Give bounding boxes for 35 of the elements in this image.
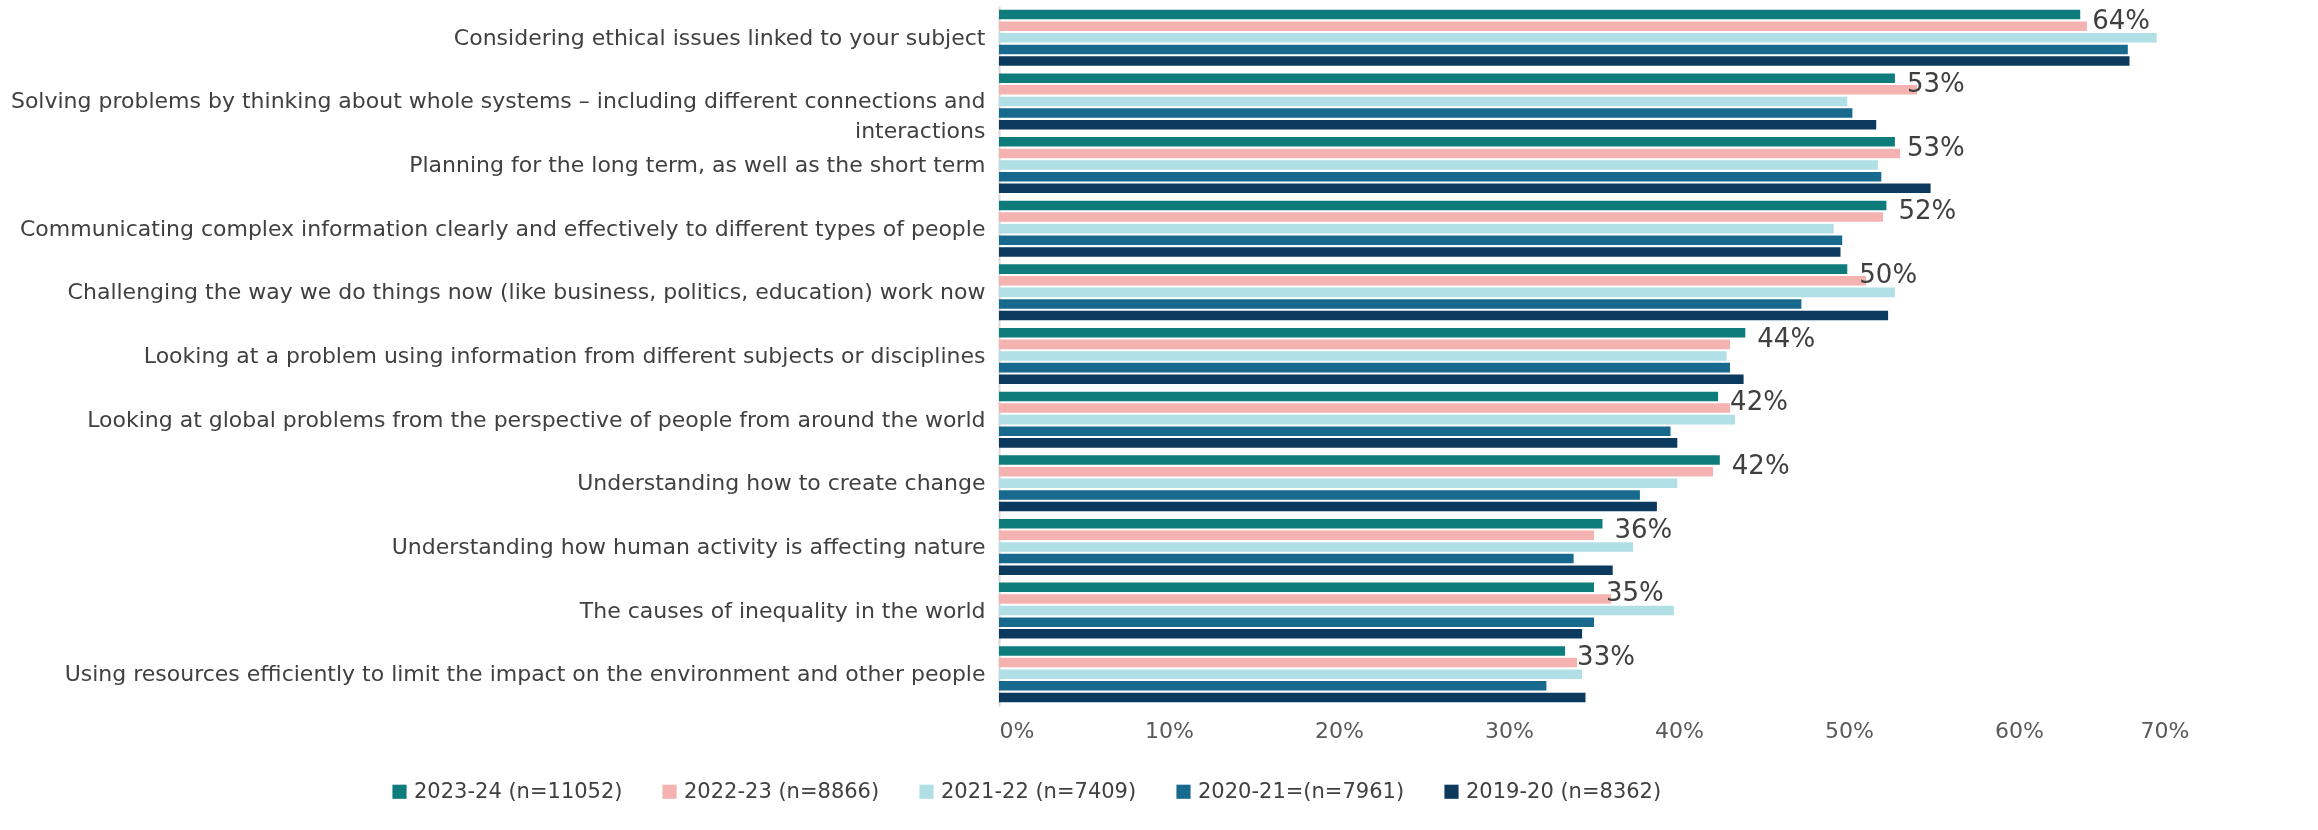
x-tick-label: 0%	[999, 717, 1035, 743]
y-tick-label: Planning for the long term, as well as the short term	[409, 152, 986, 178]
data-label: 42%	[1731, 450, 1790, 481]
data-label: 52%	[1898, 195, 1957, 226]
data-label: 53%	[1906, 68, 1965, 99]
data-label: 53%	[1906, 131, 1965, 162]
x-tick-label: 10%	[1145, 717, 1194, 743]
y-tick-label: Solving problems by thinking about whole systems – including different connections and interactions	[10, 88, 986, 144]
x-tick-label: 70%	[2140, 717, 2190, 743]
y-tick-label: Communicating complex information clearly and effectively to different types of people	[20, 215, 986, 241]
y-tick-label: Using resources efficiently to limit the impact on the environment and other people	[64, 661, 986, 687]
y-tick-label: Looking at global problems from the perspective of people from around the world	[87, 406, 986, 432]
data-label: 35%	[1606, 577, 1664, 608]
y-tick-label: Understanding how to create change	[577, 470, 986, 496]
data-label: 36%	[1614, 513, 1673, 544]
data-label: 42%	[1730, 386, 1788, 417]
y-tick-label: The causes of inequality in the world	[578, 597, 986, 623]
x-tick-label: 30%	[1485, 717, 1534, 743]
x-tick-label: 50%	[1825, 717, 1874, 743]
legend-label: 2021-22 (n=7409)	[941, 778, 1137, 803]
x-tick-label: 60%	[1995, 717, 2044, 743]
x-tick-label: 40%	[1655, 717, 1704, 743]
data-label: 50%	[1859, 259, 1918, 290]
data-label: 33%	[1577, 640, 1635, 671]
x-tick-label: 20%	[1315, 717, 1364, 743]
legend-label: 2023-24 (n=11052)	[414, 778, 623, 803]
y-tick-label: Considering ethical issues linked to your subject	[453, 24, 986, 50]
legend-label: 2022-23 (n=8866)	[684, 778, 880, 803]
y-tick-label: Challenging the way we do things now (like business, politics, education) work now	[67, 279, 986, 305]
y-tick-label: Looking at a problem using information from different subjects or disciplines	[143, 343, 986, 368]
legend-label: 2020-21=(n=7961)	[1198, 778, 1405, 803]
data-label: 64%	[2092, 4, 2150, 35]
legend-label: 2019-20 (n=8362)	[1466, 778, 1662, 803]
y-tick-label: Understanding how human activity is affecting nature	[391, 533, 986, 559]
data-label: 44%	[1757, 322, 1816, 353]
